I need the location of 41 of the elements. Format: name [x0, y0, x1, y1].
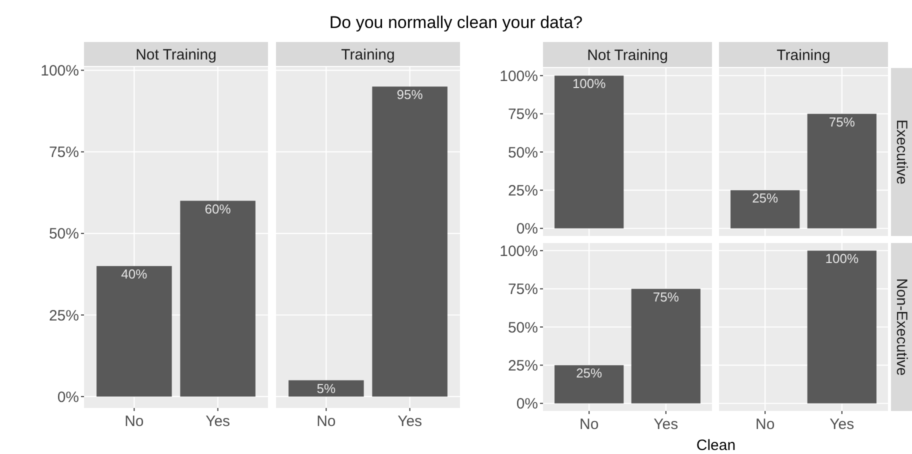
- x-tick-label: No: [755, 416, 775, 433]
- y-tick-label: 25%: [508, 182, 538, 200]
- y-tick-label: 75%: [508, 281, 538, 298]
- x-tick-label: No: [124, 413, 144, 430]
- data-label: 40%: [121, 266, 148, 282]
- y-tick-label: 100%: [40, 62, 79, 80]
- x-tick-label: Yes: [206, 413, 230, 430]
- data-label: 60%: [204, 201, 232, 216]
- y-tick-label: 0%: [516, 220, 538, 238]
- y-tick-label: 50%: [48, 226, 79, 243]
- x-tick-label: No: [316, 413, 336, 430]
- y-tick-label: 25%: [508, 357, 538, 374]
- y-tick-label: 0%: [516, 396, 538, 413]
- data-label: 25%: [752, 190, 779, 206]
- data-label: 100%: [572, 76, 606, 92]
- x-tick-label: No: [579, 416, 599, 433]
- x-tick-label: Yes: [830, 416, 854, 433]
- data-label: 75%: [828, 114, 856, 130]
- text: Do you normally clean your data?: [329, 13, 583, 32]
- y-tick-label: 75%: [508, 106, 538, 124]
- text: Executive: [892, 119, 910, 185]
- y-tick-label: 25%: [48, 307, 79, 324]
- data-label: 5%: [316, 380, 336, 396]
- chart-title: Not Training: [136, 46, 216, 64]
- text: Non-Executive: [892, 278, 910, 376]
- chart-title: Not Training: [587, 46, 668, 64]
- y-tick-label: 100%: [500, 68, 538, 85]
- chart-title: Training: [341, 46, 395, 64]
- y-tick-label: 50%: [508, 144, 538, 162]
- data-label: 75%: [652, 289, 680, 304]
- x-tick-label: Yes: [398, 413, 422, 430]
- y-tick-label: 50%: [508, 319, 538, 336]
- x-tick-label: Yes: [654, 416, 678, 433]
- data-label: 100%: [825, 251, 859, 266]
- data-label: 95%: [396, 87, 424, 102]
- y-tick-label: 0%: [57, 388, 79, 406]
- chart-title: Training: [776, 46, 830, 64]
- data-label: 25%: [576, 366, 603, 381]
- y-tick-label: 75%: [48, 144, 79, 162]
- x-axis-title: Clean: [696, 437, 736, 454]
- y-tick-label: 100%: [500, 242, 538, 260]
